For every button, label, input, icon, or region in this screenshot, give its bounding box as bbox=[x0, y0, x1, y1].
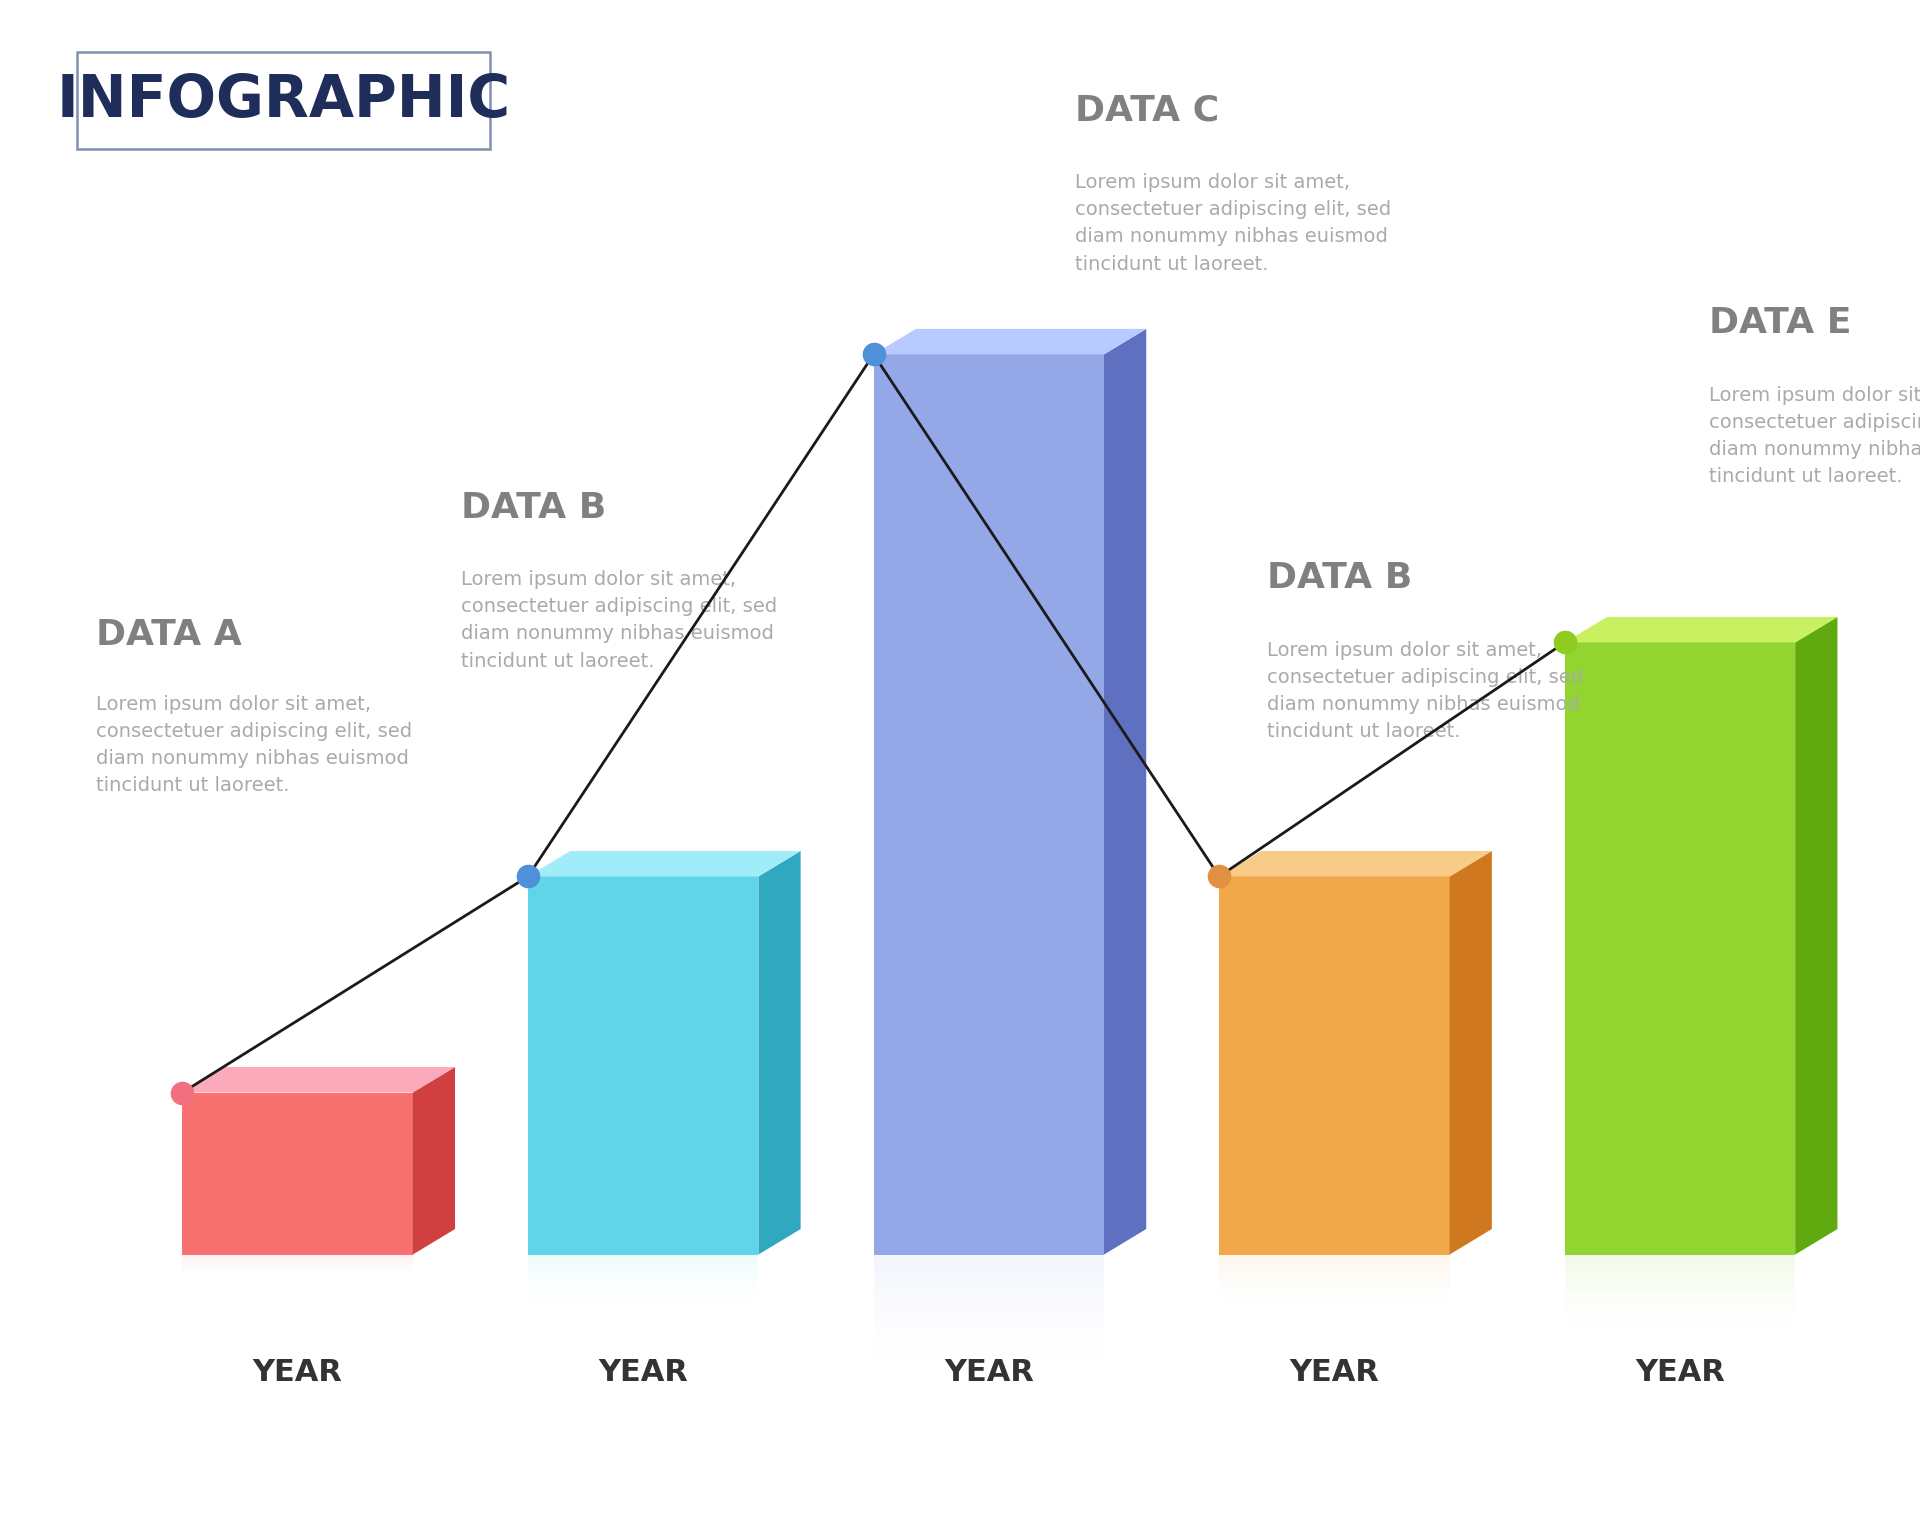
Polygon shape bbox=[1565, 1262, 1795, 1269]
Polygon shape bbox=[1219, 1259, 1450, 1264]
Polygon shape bbox=[1219, 1255, 1450, 1259]
Polygon shape bbox=[1565, 642, 1795, 1255]
Polygon shape bbox=[528, 1259, 758, 1264]
Text: YEAR: YEAR bbox=[1290, 1358, 1379, 1387]
Polygon shape bbox=[182, 1256, 413, 1258]
Text: Lorem ipsum dolor sit amet,
consectetuer adipiscing elit, sed
diam nonummy nibha: Lorem ipsum dolor sit amet, consectetuer… bbox=[1075, 173, 1392, 274]
Polygon shape bbox=[1219, 1269, 1450, 1273]
Polygon shape bbox=[1565, 1276, 1795, 1284]
Polygon shape bbox=[528, 1255, 758, 1259]
Text: YEAR: YEAR bbox=[1636, 1358, 1724, 1387]
Polygon shape bbox=[874, 354, 1104, 1255]
Polygon shape bbox=[528, 850, 801, 876]
Polygon shape bbox=[874, 1265, 1104, 1276]
Polygon shape bbox=[1795, 618, 1837, 1255]
Text: DATA B: DATA B bbox=[461, 490, 607, 525]
Text: Lorem ipsum dolor sit amet,
consectetuer adipiscing elit, sed
diam nonummy nibha: Lorem ipsum dolor sit amet, consectetuer… bbox=[1709, 386, 1920, 487]
Polygon shape bbox=[1219, 850, 1492, 876]
Polygon shape bbox=[182, 1255, 413, 1256]
Polygon shape bbox=[874, 1276, 1104, 1287]
Text: DATA C: DATA C bbox=[1075, 94, 1219, 128]
Polygon shape bbox=[528, 876, 758, 1255]
Polygon shape bbox=[528, 1264, 758, 1269]
Text: DATA A: DATA A bbox=[96, 618, 242, 653]
Text: YEAR: YEAR bbox=[945, 1358, 1033, 1387]
Polygon shape bbox=[1219, 876, 1450, 1255]
Polygon shape bbox=[528, 1269, 758, 1273]
Polygon shape bbox=[874, 1255, 1104, 1265]
Polygon shape bbox=[1565, 1255, 1795, 1262]
Text: YEAR: YEAR bbox=[253, 1358, 342, 1387]
Polygon shape bbox=[1565, 618, 1837, 642]
Polygon shape bbox=[182, 1258, 413, 1261]
Polygon shape bbox=[182, 1261, 413, 1262]
Polygon shape bbox=[874, 329, 1146, 354]
Polygon shape bbox=[182, 1092, 413, 1255]
Text: DATA B: DATA B bbox=[1267, 561, 1413, 595]
Polygon shape bbox=[874, 1287, 1104, 1297]
Polygon shape bbox=[758, 850, 801, 1255]
Text: Lorem ipsum dolor sit amet,
consectetuer adipiscing elit, sed
diam nonummy nibha: Lorem ipsum dolor sit amet, consectetuer… bbox=[461, 570, 778, 671]
Polygon shape bbox=[1219, 1264, 1450, 1269]
Text: INFOGRAPHIC: INFOGRAPHIC bbox=[56, 71, 511, 129]
Polygon shape bbox=[413, 1068, 455, 1255]
Text: Lorem ipsum dolor sit amet,
consectetuer adipiscing elit, sed
diam nonummy nibha: Lorem ipsum dolor sit amet, consectetuer… bbox=[96, 695, 413, 795]
Polygon shape bbox=[1104, 329, 1146, 1255]
Text: Lorem ipsum dolor sit amet,
consectetuer adipiscing elit, sed
diam nonummy nibha: Lorem ipsum dolor sit amet, consectetuer… bbox=[1267, 640, 1584, 742]
Polygon shape bbox=[1450, 850, 1492, 1255]
Text: YEAR: YEAR bbox=[599, 1358, 687, 1387]
Text: — Design by All-free-download.com —: — Design by All-free-download.com — bbox=[733, 1457, 1187, 1481]
Text: DATA E: DATA E bbox=[1709, 306, 1851, 341]
Polygon shape bbox=[182, 1068, 455, 1092]
Polygon shape bbox=[1565, 1269, 1795, 1276]
